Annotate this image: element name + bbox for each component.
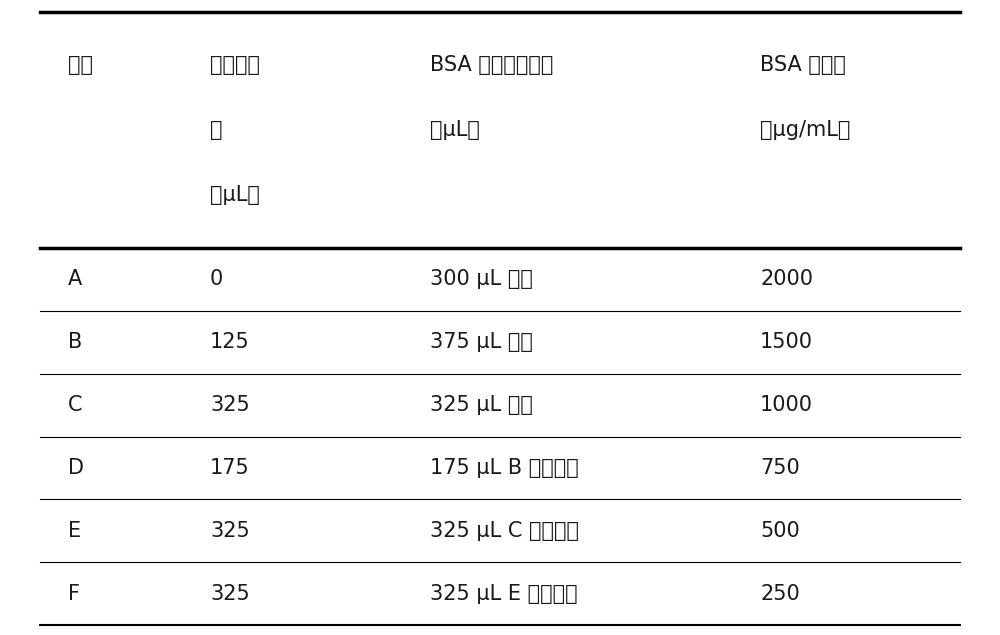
Text: 稀释液体: 稀释液体 bbox=[210, 55, 260, 75]
Text: 500: 500 bbox=[760, 521, 800, 541]
Text: 300 μL 原液: 300 μL 原液 bbox=[430, 269, 533, 290]
Text: 125: 125 bbox=[210, 332, 250, 352]
Text: （μg/mL）: （μg/mL） bbox=[760, 120, 850, 140]
Text: C: C bbox=[68, 395, 82, 415]
Text: 175: 175 bbox=[210, 458, 250, 478]
Text: （μL）: （μL） bbox=[430, 120, 480, 140]
Text: 积: 积 bbox=[210, 120, 222, 140]
Text: 325: 325 bbox=[210, 521, 250, 541]
Text: 管号: 管号 bbox=[68, 55, 93, 75]
Text: 325: 325 bbox=[210, 395, 250, 415]
Text: 1000: 1000 bbox=[760, 395, 813, 415]
Text: 325 μL C 管稀释液: 325 μL C 管稀释液 bbox=[430, 521, 579, 541]
Text: BSA 的体积和来源: BSA 的体积和来源 bbox=[430, 55, 553, 75]
Text: 325 μL 原液: 325 μL 原液 bbox=[430, 395, 533, 415]
Text: F: F bbox=[68, 584, 80, 604]
Text: 250: 250 bbox=[760, 584, 800, 604]
Text: （μL）: （μL） bbox=[210, 185, 260, 205]
Text: BSA 终浓度: BSA 终浓度 bbox=[760, 55, 846, 75]
Text: 0: 0 bbox=[210, 269, 223, 290]
Text: 1500: 1500 bbox=[760, 332, 813, 352]
Text: A: A bbox=[68, 269, 82, 290]
Text: 375 μL 原液: 375 μL 原液 bbox=[430, 332, 533, 352]
Text: 325: 325 bbox=[210, 584, 250, 604]
Text: 750: 750 bbox=[760, 458, 800, 478]
Text: 325 μL E 管稀释液: 325 μL E 管稀释液 bbox=[430, 584, 578, 604]
Text: 175 μL B 管稀释液: 175 μL B 管稀释液 bbox=[430, 458, 579, 478]
Text: E: E bbox=[68, 521, 81, 541]
Text: D: D bbox=[68, 458, 84, 478]
Text: 2000: 2000 bbox=[760, 269, 813, 290]
Text: B: B bbox=[68, 332, 82, 352]
